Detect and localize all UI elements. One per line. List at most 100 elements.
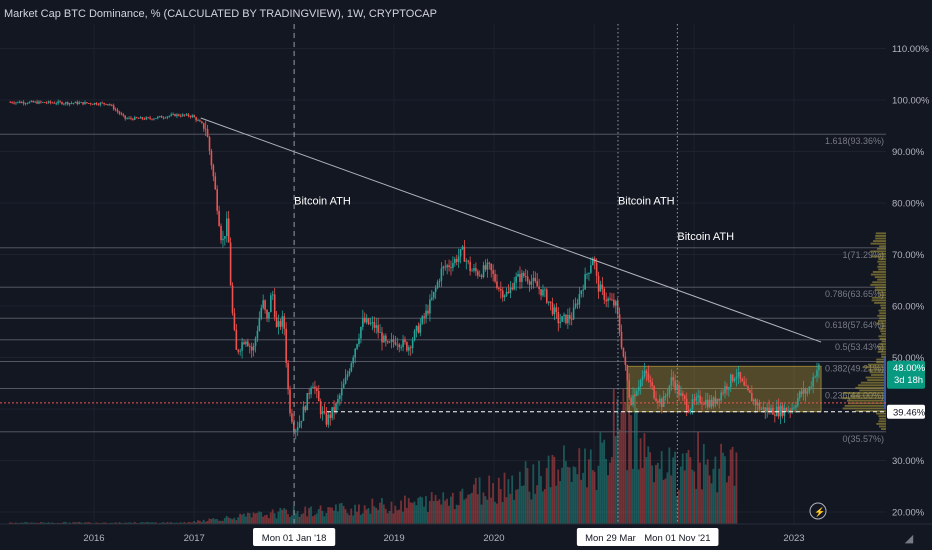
volume-bar	[396, 510, 399, 524]
candle-body	[737, 372, 740, 377]
candle-body	[143, 118, 146, 120]
candle-body	[166, 116, 169, 118]
candle-body	[258, 318, 261, 331]
candle-body	[371, 322, 374, 324]
profile-row	[841, 397, 886, 400]
volume-bar	[258, 511, 261, 524]
drawings[interactable]: Bitcoin ATH Bitcoin ATH Bitcoin ATH	[0, 24, 886, 524]
candle-body	[452, 263, 454, 268]
candle-body	[149, 117, 151, 119]
candle-body	[99, 102, 102, 105]
candle-body	[95, 102, 98, 105]
candle-body	[484, 265, 487, 270]
candle-body	[605, 299, 608, 302]
event-axis-label-1: Mon 29 Mar '21	[585, 533, 651, 544]
volume-bar	[384, 508, 387, 524]
candle-body	[655, 398, 657, 401]
event-axis-label-0: Mon 01 Jan '18	[262, 533, 327, 544]
volume-bar	[147, 522, 150, 524]
volume-bar	[20, 522, 23, 524]
volume-bar	[440, 504, 443, 524]
volume-bar	[576, 474, 579, 524]
volume-bar	[691, 469, 694, 524]
volume-bar	[154, 522, 157, 524]
candle-body	[586, 273, 588, 275]
trendline	[200, 117, 822, 343]
candle-body	[563, 314, 565, 317]
volume-bar	[390, 501, 393, 524]
volume-bar	[321, 510, 324, 524]
candle-body	[680, 393, 682, 396]
candle-body	[731, 374, 734, 381]
candle-body	[706, 399, 709, 408]
volume-bar	[632, 468, 634, 524]
candle-body	[201, 121, 203, 124]
candle-body	[306, 393, 309, 411]
fibonacci-retracement[interactable]: 1.618(93.36%) 1(71.29%) 0.786(63.65%) 0.618…	[0, 133, 886, 444]
candle-body	[287, 362, 289, 390]
y-tick-label: 70.00%	[892, 250, 925, 261]
candle-body	[555, 307, 558, 312]
consolidation-zone[interactable]	[626, 365, 822, 413]
candle-body	[114, 109, 117, 111]
volume-bar	[269, 512, 272, 524]
candle-body	[461, 246, 464, 250]
candle-body	[160, 116, 163, 118]
volume-bar	[126, 522, 128, 524]
volume-bar	[570, 481, 573, 524]
candle-body	[649, 379, 652, 382]
candle-body	[168, 115, 171, 117]
profile-row	[874, 276, 886, 279]
volume-bar	[653, 482, 655, 524]
candle-body	[760, 409, 763, 410]
volume-bar	[618, 429, 621, 524]
profile-row	[857, 384, 886, 387]
candle-body	[314, 386, 316, 389]
candle-body	[795, 405, 797, 408]
volume-bar	[685, 452, 688, 524]
volume-bar	[635, 408, 638, 524]
candle-body	[793, 407, 795, 409]
volume-bar	[735, 452, 738, 524]
profile-row	[879, 294, 886, 297]
volume-bar	[139, 522, 142, 524]
candle-body	[630, 397, 632, 405]
profile-row	[880, 307, 886, 309]
volume-bar	[323, 516, 326, 524]
fib-label-0.5: 0.5(53.43%)	[835, 342, 884, 352]
candle-body	[528, 281, 531, 285]
candle-body	[570, 318, 573, 320]
volume-bar	[377, 509, 379, 524]
volume-bar	[417, 497, 420, 524]
profile-row	[871, 299, 886, 302]
candle-body	[30, 100, 33, 102]
candle-body	[68, 103, 71, 105]
volume-bar	[74, 522, 77, 524]
volume-bar	[536, 485, 539, 524]
candle-body	[340, 388, 343, 396]
candle-body	[89, 103, 92, 105]
x-tick-label: 2019	[383, 533, 404, 544]
volume-bar	[220, 520, 222, 524]
scale-settings-icon[interactable]: ◢	[904, 532, 914, 545]
volume-bar	[582, 472, 585, 524]
candle-body	[156, 116, 159, 119]
candle-body	[185, 114, 188, 116]
x-tick-label: 2016	[83, 533, 104, 544]
volume-bar	[444, 500, 447, 524]
candle-body	[429, 299, 431, 314]
candle-body	[212, 165, 215, 177]
candle-body	[400, 347, 402, 348]
volume-bar	[637, 469, 640, 524]
profile-row	[876, 247, 886, 250]
candle-body	[806, 391, 809, 394]
profile-row	[876, 361, 886, 364]
volume-bar	[36, 522, 38, 524]
volume-bar	[97, 522, 100, 524]
y-tick-label: 60.00%	[892, 302, 925, 313]
candle-body	[40, 101, 42, 103]
volume-bar	[41, 522, 44, 524]
volume-bar	[670, 475, 673, 524]
volume-bar	[505, 497, 508, 524]
